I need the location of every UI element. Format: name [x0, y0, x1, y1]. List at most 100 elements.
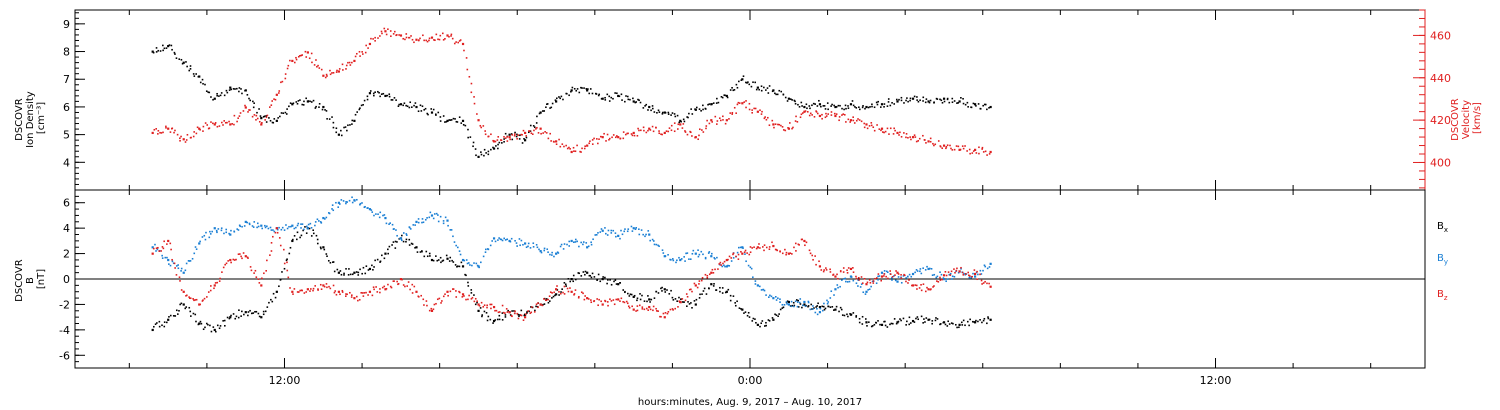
velocity-sample — [630, 133, 633, 135]
bx-sample — [748, 316, 751, 318]
density-sample — [906, 97, 908, 99]
velocity-sample — [808, 114, 811, 117]
velocity-sample — [858, 119, 861, 121]
bz-sample — [489, 303, 492, 306]
velocity-sample — [345, 64, 348, 67]
by-sample — [428, 216, 431, 219]
velocity-sample — [236, 120, 238, 123]
density-sample — [763, 86, 765, 89]
bx-sample — [815, 306, 817, 308]
by-sample — [161, 254, 163, 257]
by-sample — [946, 278, 949, 280]
density-sample — [988, 107, 990, 109]
bz-sample — [379, 288, 381, 290]
density-sample — [467, 128, 469, 131]
density-sample — [591, 92, 594, 95]
density-sample — [887, 101, 890, 103]
by-sample — [527, 242, 530, 245]
by-sample — [342, 200, 345, 202]
bx-point — [927, 318, 930, 321]
by-sample — [379, 211, 382, 214]
density-sample — [178, 58, 181, 60]
density-sample — [946, 98, 949, 101]
bx-sample — [664, 291, 667, 293]
by-sample — [697, 255, 700, 258]
bz-sample — [852, 271, 855, 273]
bx-sample — [840, 308, 843, 311]
bz-sample — [547, 298, 549, 301]
by-sample — [841, 279, 843, 281]
bx-sample — [643, 300, 646, 302]
velocity-sample — [975, 152, 978, 154]
density-sample — [380, 93, 383, 95]
density-sample — [434, 113, 437, 116]
bz-sample — [979, 273, 981, 276]
bx-point — [415, 246, 418, 249]
bz-sample — [889, 270, 892, 272]
density-sample — [913, 95, 916, 98]
by-sample — [836, 284, 839, 286]
velocity-sample — [162, 131, 164, 134]
bx-sample — [379, 260, 382, 263]
density-sample — [299, 99, 301, 101]
bz-sample — [600, 300, 602, 303]
by-sample — [453, 241, 456, 243]
density-sample — [325, 110, 328, 112]
by-sample — [546, 248, 549, 251]
by-sample — [316, 218, 319, 221]
velocity-sample — [738, 102, 741, 104]
density-sample — [847, 107, 850, 109]
velocity-sample — [410, 35, 412, 37]
by-sample — [264, 226, 267, 229]
by-sample — [549, 253, 551, 256]
density-sample — [535, 122, 538, 124]
by-sample — [433, 213, 436, 215]
velocity-sample — [636, 134, 639, 137]
velocity-sample — [473, 102, 476, 105]
by-sample — [203, 234, 206, 237]
by-sample — [857, 279, 860, 281]
velocity-sample — [792, 126, 794, 129]
by-sample — [285, 224, 287, 226]
bx-sample — [204, 326, 206, 329]
by-sample — [700, 250, 703, 253]
by-sample — [385, 222, 388, 225]
bx-sample — [464, 273, 466, 276]
bz-sample — [606, 301, 609, 303]
density-sample — [498, 141, 501, 144]
velocity-sample — [253, 114, 256, 116]
bz-sample — [178, 276, 181, 279]
by-sample — [919, 268, 922, 270]
by-sample — [155, 250, 157, 252]
bx-sample — [423, 255, 426, 258]
velocity-sample — [208, 127, 211, 129]
by-sample — [644, 235, 646, 238]
bx-sample — [348, 268, 350, 270]
density-point — [974, 103, 977, 106]
density-sample — [403, 102, 406, 105]
velocity-sample — [295, 56, 297, 59]
bx-sample — [408, 238, 411, 241]
velocity-sample — [745, 106, 747, 109]
bx-sample — [843, 314, 846, 317]
bz-sample — [657, 310, 659, 312]
by-point — [725, 265, 728, 268]
bz-sample — [310, 288, 312, 290]
by-sample — [580, 241, 582, 244]
by-sample — [714, 258, 716, 260]
by-sample — [278, 226, 280, 229]
bx-sample — [274, 296, 277, 299]
bz-sample — [480, 301, 483, 304]
density-point — [508, 133, 511, 136]
by-sample — [758, 285, 761, 288]
velocity-point — [710, 119, 713, 122]
density-sample — [919, 99, 921, 102]
velocity-sample — [929, 140, 932, 143]
by-sample — [704, 257, 707, 260]
by-sample — [702, 253, 704, 256]
velocity-point — [291, 59, 294, 63]
density-sample — [390, 99, 393, 101]
velocity-sample — [684, 131, 687, 133]
density-sample — [279, 115, 281, 118]
